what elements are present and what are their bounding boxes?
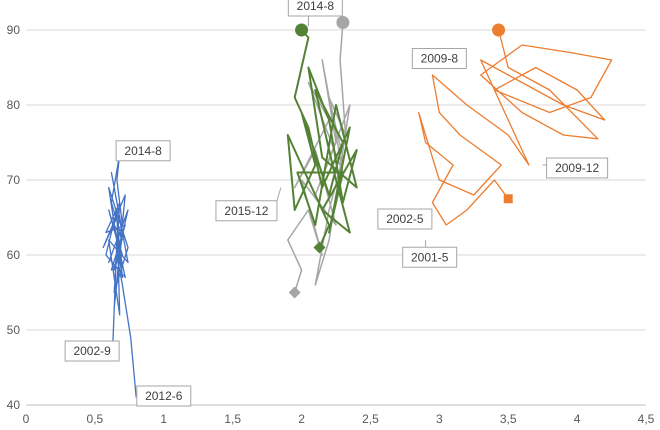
x-tick-label: 1,5 [224, 412, 241, 426]
series-4-end-marker [492, 23, 506, 37]
series-3-end-marker [295, 23, 309, 37]
series-line-1 [102, 153, 137, 398]
annotation-box [377, 208, 433, 230]
annotation-label: 2009-12 [555, 161, 599, 175]
annotation-box [287, 0, 343, 17]
x-tick-label: 0 [23, 412, 30, 426]
annotation-label: 2012-6 [145, 389, 183, 403]
y-tick-label: 40 [7, 398, 21, 412]
series-line-4 [418, 29, 613, 226]
y-tick-label: 80 [7, 98, 21, 112]
annotation-label: 2001-5 [411, 250, 449, 264]
series-line-3 [286, 29, 358, 248]
x-tick-label: 4,5 [638, 412, 655, 426]
y-tick-label: 90 [7, 23, 21, 37]
annotation-box [215, 200, 278, 222]
series-layer [102, 22, 613, 398]
x-tick-label: 3 [436, 412, 443, 426]
annotation-leader [276, 187, 282, 201]
x-tick-label: 2 [298, 412, 305, 426]
y-tick-label: 50 [7, 323, 21, 337]
annotation-label: 2014-8 [297, 0, 335, 13]
annotation-box [411, 48, 467, 69]
x-tick-label: 2,5 [362, 412, 379, 426]
series-3-start-marker [313, 241, 326, 254]
y-tick-label: 70 [7, 173, 21, 187]
annotation-label: 2015-12 [224, 204, 268, 218]
annotation-layer: 2014-8 2002-9 2012-6 2014-8 2015-12 2009-8 200… [64, 0, 609, 407]
y-tick-label: 60 [7, 248, 21, 262]
annotation-box [402, 246, 458, 268]
annotation-label: 2014-8 [124, 144, 162, 158]
annotation-box [546, 157, 609, 179]
annotation-box [136, 385, 192, 407]
x-tick-label: 4 [574, 412, 581, 426]
x-tick-label: 0,5 [87, 412, 104, 426]
annotation-label: 2002-5 [386, 212, 424, 226]
series-4-start-marker [503, 194, 513, 204]
series-2-start-marker [288, 286, 301, 299]
axes: 40 50 60 70 80 90 0 0,5 1 1,5 2 2,5 3 3,5 4 4,5 [7, 23, 655, 426]
series-2-end-marker [336, 16, 350, 29]
annotation-label: 2002-9 [73, 344, 111, 358]
annotation-box [115, 140, 171, 162]
marker-layer [288, 16, 513, 299]
x-tick-label: 1 [160, 412, 167, 426]
annotation-box [64, 340, 120, 362]
x-tick-label: 3,5 [500, 412, 517, 426]
annotation-label: 2009-8 [421, 52, 459, 66]
